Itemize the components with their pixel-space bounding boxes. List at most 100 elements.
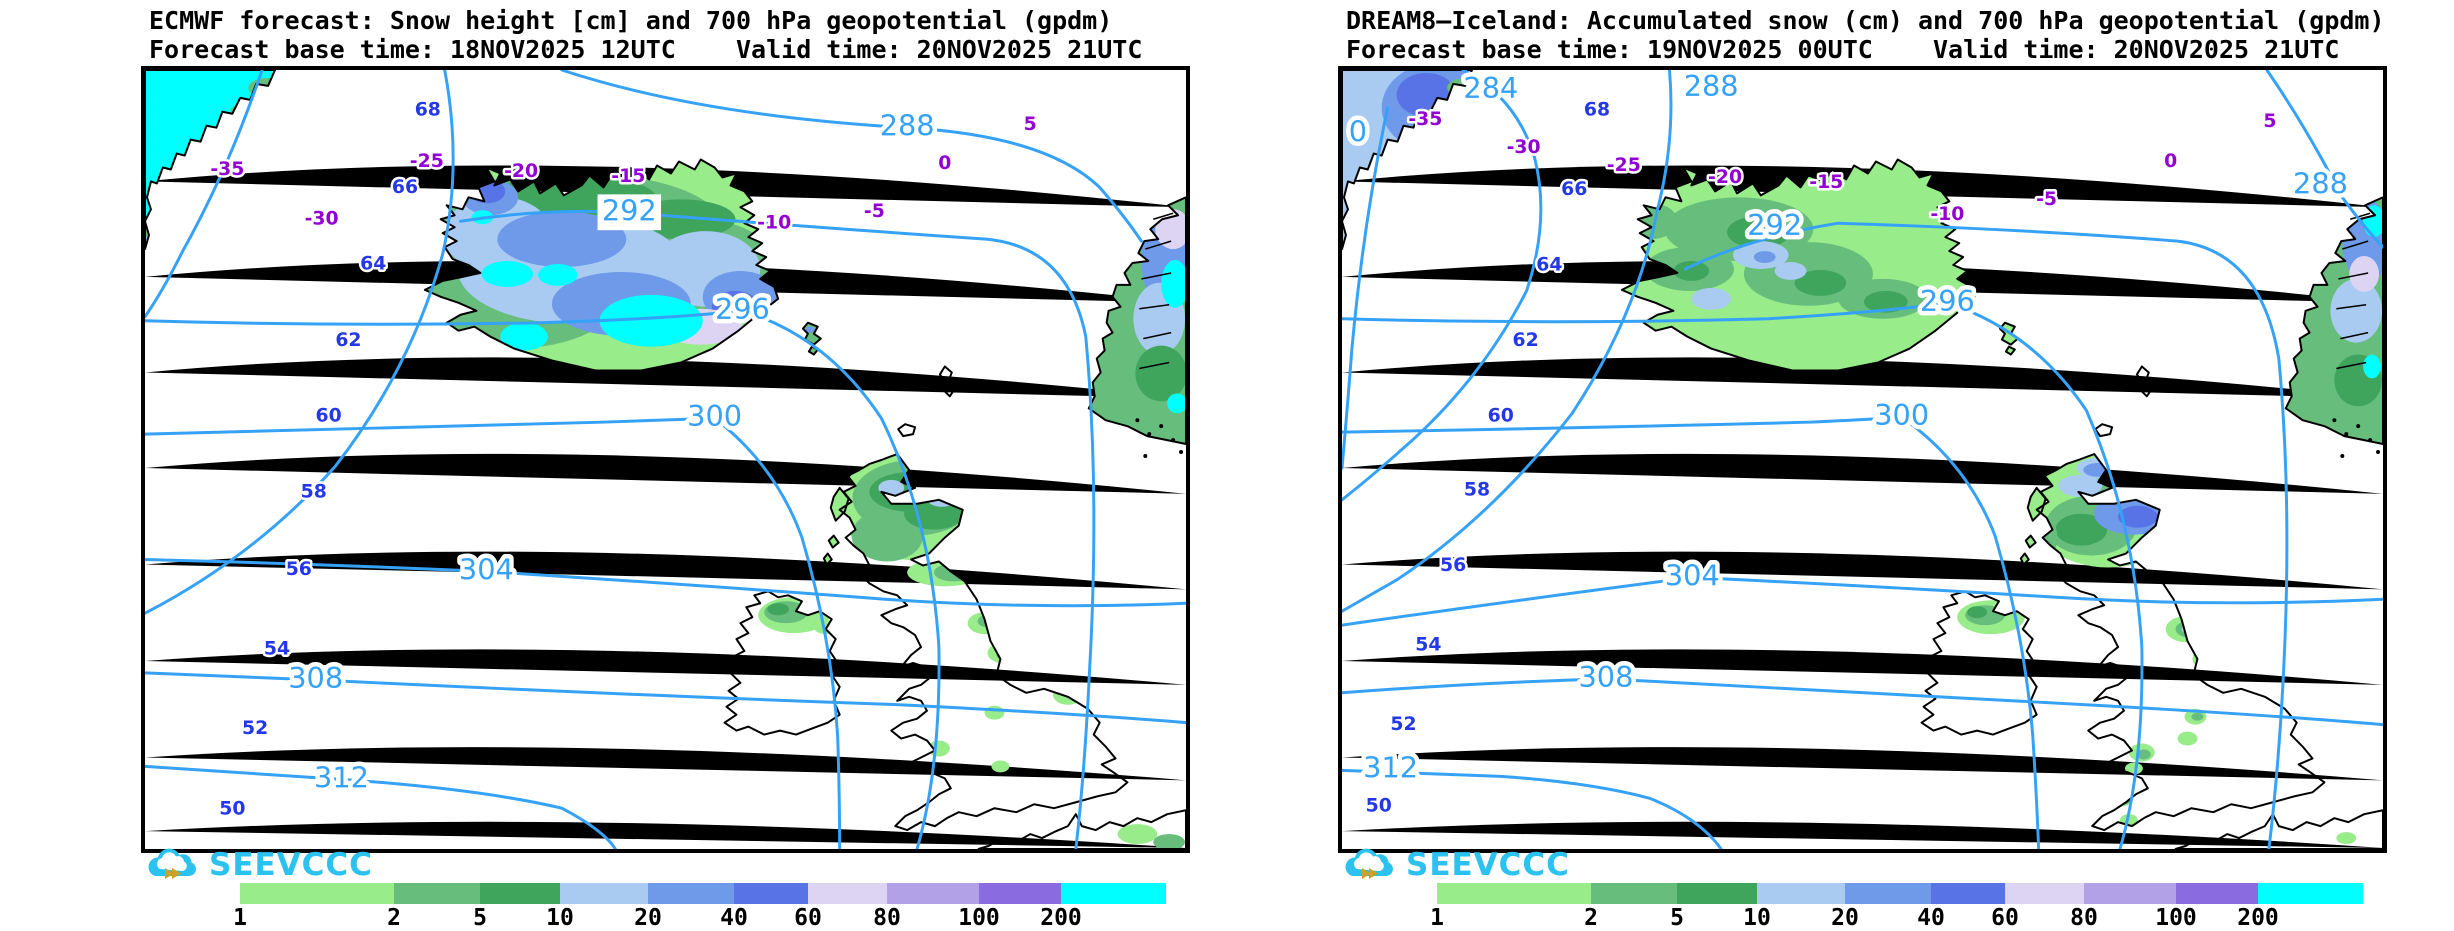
- latitude-label: 56: [286, 558, 312, 580]
- latitude-label: 50: [219, 798, 245, 820]
- colorbar-label: 200: [2237, 905, 2279, 931]
- iceland-snow: [424, 159, 779, 371]
- panel-dream8-subtitle: Forecast base time: 19NOV2025 00UTC Vali…: [1346, 35, 2340, 64]
- colorbar-label: 2: [387, 905, 401, 931]
- latitude-label: 58: [301, 480, 327, 502]
- panel-dream8-title: DREAM8–Iceland: Accumulated snow (cm) an…: [1346, 6, 2385, 35]
- colorbar-label: 100: [2155, 905, 2197, 931]
- temperature-label: 5: [2263, 110, 2276, 132]
- colorbar-segment: [2084, 883, 2176, 904]
- colorbar-label: 100: [958, 905, 1000, 931]
- colorbar-segment: [1437, 883, 1591, 904]
- norway-snow: [1088, 197, 1186, 445]
- colorbar-segment: [240, 883, 394, 904]
- label-background: [597, 194, 662, 231]
- temperature-label: 0: [938, 152, 951, 174]
- geopotential-label: 312: [1363, 750, 1418, 784]
- france-snow: [1117, 824, 1186, 849]
- map-ecmwf-svg: 288 292 296 300 304 308 312 -35 -30 -25 …: [145, 70, 1186, 849]
- colorbar-segment: [1591, 883, 1677, 904]
- norway-snow: [2285, 197, 2383, 445]
- latitude-label: 54: [1415, 634, 1441, 656]
- latitude-label: 64: [360, 252, 386, 274]
- map-dream8: 0 284 288 288 292 296 300 304 308 312 -3…: [1338, 66, 2387, 853]
- geopotential-label: 0: [1349, 115, 1367, 149]
- geopotential-labels: 288 292 296 300 304 308 312: [284, 104, 939, 799]
- colorbar-label: 5: [1670, 905, 1684, 931]
- geopotential-labels: 0 284 288 288 292 296 300 304 308 312: [1344, 70, 2352, 789]
- colorbar-label: 2: [1584, 905, 1598, 931]
- britain-snow: [839, 454, 1083, 791]
- colorbar-label: 60: [794, 905, 822, 931]
- colorbar-segment: [560, 883, 648, 904]
- temperature-label: -25: [1607, 154, 1641, 176]
- seevccc-logo: SEEVCCC: [145, 845, 373, 885]
- map-dream8-svg: 0 284 288 288 292 296 300 304 308 312 -3…: [1342, 70, 2383, 849]
- colorbar-label: 20: [1831, 905, 1859, 931]
- temperature-label: -20: [1708, 166, 1742, 188]
- colorbar-labels: 1 2 5 10 20 40 60 80 100 200: [233, 905, 1166, 931]
- latitude-label: 58: [1464, 478, 1490, 500]
- legend-area-dream8: SEEVCCC 1 2 5 10 20 40 60 80 100 200: [1338, 847, 2387, 931]
- latitude-label: 66: [1561, 178, 1587, 200]
- colorbar-segment: [1931, 883, 2005, 904]
- geopotential-label: 308: [288, 661, 343, 695]
- colorbar-segment: [1061, 883, 1166, 904]
- colorbar-label: 60: [1991, 905, 2019, 931]
- temperature-label: -10: [757, 212, 791, 234]
- latitude-label: 68: [415, 98, 441, 120]
- latitude-label: 62: [335, 329, 361, 351]
- temperature-label: -15: [1809, 171, 1843, 193]
- colorbar-label: 1: [233, 905, 247, 931]
- latitude-label: 66: [392, 176, 418, 198]
- colorbar-segment: [480, 883, 560, 904]
- colorbar-labels: 1 2 5 10 20 40 60 80 100 200: [1430, 905, 2363, 931]
- colorbar-label: 5: [473, 905, 487, 931]
- france-snow: [2336, 832, 2357, 845]
- panel-ecmwf: ECMWF forecast: Snow height [cm] and 700…: [141, 0, 1190, 931]
- latitude-label: 50: [1366, 795, 1392, 817]
- panel-ecmwf-titles: ECMWF forecast: Snow height [cm] and 700…: [149, 6, 1349, 64]
- latitude-labels: 68 66 64 62 60 58 56 54 52 50: [217, 96, 444, 822]
- colorbar-segment: [394, 883, 480, 904]
- colorbar-label: 200: [1040, 905, 1082, 931]
- geopotential-label: 300: [1874, 398, 1929, 432]
- colorbar-segment: [887, 883, 979, 904]
- temperature-label: -25: [410, 150, 444, 172]
- geopotential-label: 304: [1665, 558, 1720, 592]
- temperature-label: -5: [864, 200, 885, 222]
- latitude-labels: 68 66 64 62 60 58 56 54 52 50: [1363, 96, 1613, 819]
- temperature-label: -35: [210, 158, 244, 180]
- geopotential-label: 300: [687, 399, 742, 433]
- colorbar-segment: [979, 883, 1061, 904]
- latitude-label: 52: [1390, 713, 1416, 735]
- colorbar-label: 20: [634, 905, 662, 931]
- colorbar-segment: [1845, 883, 1931, 904]
- temperature-label: 5: [1024, 113, 1037, 135]
- colorbar-segment: [734, 883, 808, 904]
- latitude-label: 52: [242, 717, 268, 739]
- cloud-logo-icon: [148, 848, 196, 879]
- logo-text: SEEVCCC: [209, 847, 373, 883]
- panel-ecmwf-subtitle: Forecast base time: 18NOV2025 12UTC Vali…: [149, 35, 1143, 64]
- geopotential-label: 288: [2293, 166, 2348, 200]
- colorbar-label: 40: [720, 905, 748, 931]
- colorbar-segment: [1677, 883, 1757, 904]
- panel-dream8: DREAM8–Iceland: Accumulated snow (cm) an…: [1338, 0, 2387, 931]
- colorbar-segment: [648, 883, 734, 904]
- geopotential-label: 308: [1579, 660, 1634, 694]
- latitude-label: 56: [1440, 554, 1466, 576]
- temperature-label: -30: [1507, 136, 1541, 158]
- legend-area-ecmwf: SEEVCCC 1 2 5 10 20 40 60 80 100 200: [141, 847, 1190, 931]
- temperature-label: -15: [611, 165, 645, 187]
- latitude-label: 60: [1488, 405, 1514, 427]
- geopotential-contours: [1342, 70, 2383, 849]
- colorbar-label: 80: [2070, 905, 2098, 931]
- geopotential-label: 296: [715, 292, 770, 326]
- temperature-label: -35: [1408, 108, 1442, 130]
- temperature-label: -5: [2036, 188, 2057, 210]
- cloud-logo-icon: [1345, 848, 1393, 879]
- geopotential-label: 288: [880, 109, 935, 143]
- logo-text: SEEVCCC: [1406, 847, 1570, 883]
